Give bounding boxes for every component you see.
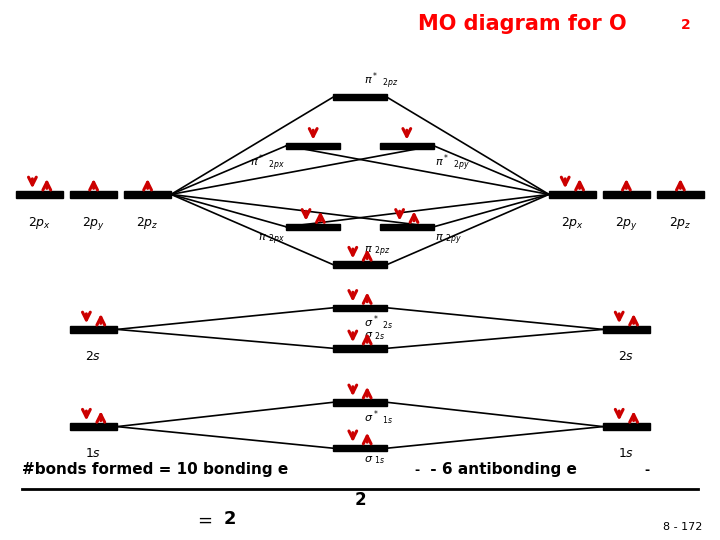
Text: $\mathbf{2}$: $\mathbf{2}$ xyxy=(223,510,236,528)
Text: $1s$: $1s$ xyxy=(618,447,634,460)
Text: - 6 antibonding e: - 6 antibonding e xyxy=(425,462,577,477)
Text: $2p_y$: $2p_y$ xyxy=(615,215,638,232)
Text: $2p_x$: $2p_x$ xyxy=(28,215,51,231)
Bar xyxy=(333,399,387,406)
Bar xyxy=(125,191,171,198)
Text: $\pi^*\ _{2px}$: $\pi^*\ _{2px}$ xyxy=(250,152,285,173)
Text: MO diagram for O: MO diagram for O xyxy=(418,14,626,33)
Bar xyxy=(71,423,117,430)
Bar xyxy=(380,224,433,230)
Bar xyxy=(333,94,387,100)
Text: $2p_z$: $2p_z$ xyxy=(136,215,159,231)
Text: $\sigma\ _{2s}$: $\sigma\ _{2s}$ xyxy=(364,330,385,342)
Bar xyxy=(549,191,596,198)
Text: 2: 2 xyxy=(354,491,366,509)
Bar xyxy=(287,143,340,149)
Text: -: - xyxy=(644,464,649,477)
Bar xyxy=(333,445,387,451)
Text: 2: 2 xyxy=(680,18,690,32)
Text: $\sigma^*\ _{1s}$: $\sigma^*\ _{1s}$ xyxy=(364,408,393,427)
Text: $\pi\ _{2pz}$: $\pi\ _{2pz}$ xyxy=(364,244,390,259)
Bar xyxy=(603,191,650,198)
Text: -: - xyxy=(414,464,419,477)
Bar xyxy=(333,261,387,268)
Bar xyxy=(603,423,650,430)
Text: 8 - 172: 8 - 172 xyxy=(662,522,702,532)
Bar xyxy=(71,326,117,333)
Text: $2p_x$: $2p_x$ xyxy=(561,215,584,231)
Bar xyxy=(603,326,650,333)
Bar xyxy=(333,345,387,352)
Bar xyxy=(657,191,704,198)
Text: $\pi^*\ _{2pz}$: $\pi^*\ _{2pz}$ xyxy=(364,70,398,91)
Text: $2s$: $2s$ xyxy=(86,350,102,363)
Bar xyxy=(333,305,387,311)
Text: $\sigma^*\ _{2s}$: $\sigma^*\ _{2s}$ xyxy=(364,314,393,332)
Bar xyxy=(287,224,340,230)
Bar xyxy=(71,191,117,198)
Text: $\pi\ _{2px}$: $\pi\ _{2px}$ xyxy=(258,233,285,247)
Bar xyxy=(380,143,433,149)
Text: $2s$: $2s$ xyxy=(618,350,634,363)
Bar xyxy=(17,191,63,198)
Text: $\sigma\ _{1s}$: $\sigma\ _{1s}$ xyxy=(364,454,385,466)
Text: $\pi\ _{2py}$: $\pi\ _{2py}$ xyxy=(435,233,462,247)
Text: $2p_y$: $2p_y$ xyxy=(82,215,105,232)
Text: #bonds formed = 10 bonding e: #bonds formed = 10 bonding e xyxy=(22,462,288,477)
Text: $\pi^*\ _{2py}$: $\pi^*\ _{2py}$ xyxy=(435,152,470,173)
Text: $1s$: $1s$ xyxy=(86,447,102,460)
Text: $=$: $=$ xyxy=(194,510,213,528)
Text: $2p_z$: $2p_z$ xyxy=(669,215,692,231)
